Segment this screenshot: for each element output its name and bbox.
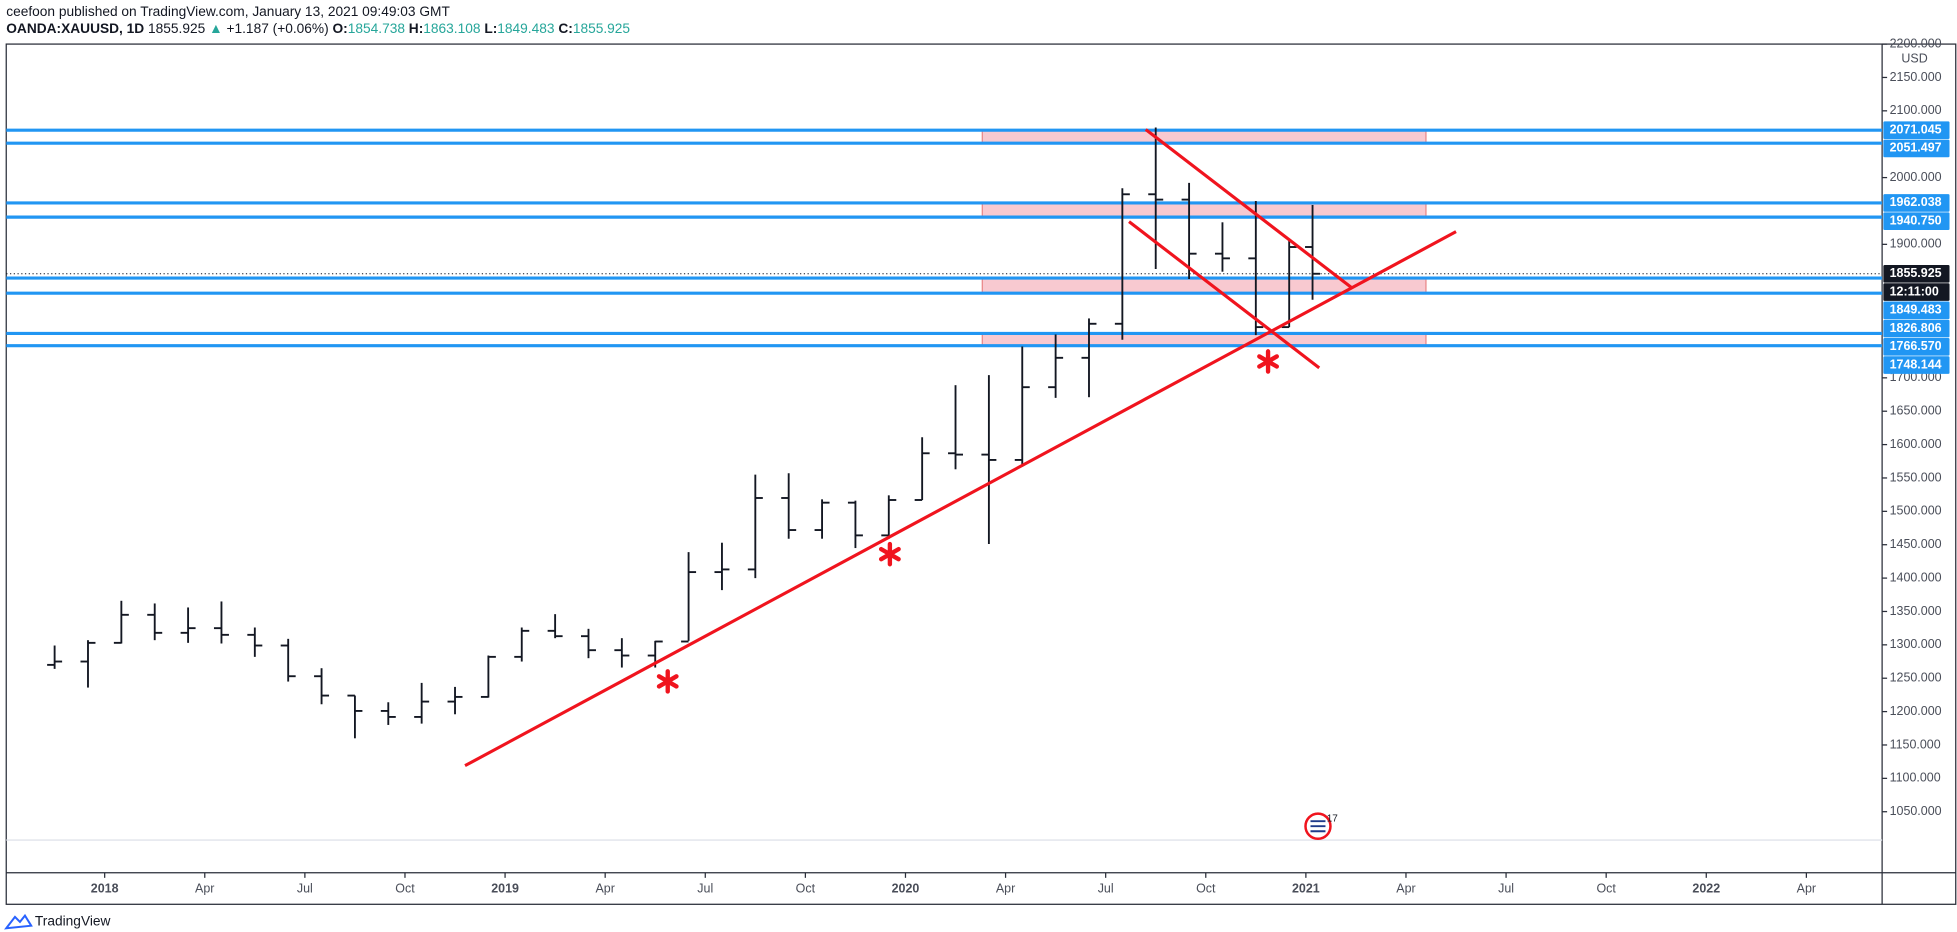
- x-tick-label: 2021: [1292, 881, 1320, 895]
- byline: ceefoon published on TradingView.com, Ja…: [6, 4, 450, 19]
- y-tick-label: 1550.000: [1890, 470, 1942, 484]
- currency: USD: [1901, 51, 1927, 65]
- ohlc-key: C:: [558, 21, 572, 36]
- y-tick-label: 2150.000: [1890, 70, 1942, 84]
- x-tick-label: Oct: [796, 881, 816, 895]
- change: +1.187 (+0.06%): [226, 21, 328, 36]
- ohlc-key: H:: [409, 21, 423, 36]
- y-axis: 2200.000 2150.000 2100.000 2000.000 1900.000…: [1882, 36, 1942, 818]
- x-tick-label: Apr: [996, 881, 1015, 895]
- change-arrow: ▲: [209, 21, 223, 36]
- y-tick-label: 1400.000: [1890, 570, 1942, 584]
- y-tick-label: 1650.000: [1890, 403, 1942, 417]
- ohlc-key: O:: [333, 21, 348, 36]
- trend-lines: [464, 128, 1457, 768]
- x-tick-label: Apr: [195, 881, 214, 895]
- level-label: 1766.570: [1890, 339, 1942, 353]
- zone: [981, 129, 1427, 144]
- frame: [5, 43, 1957, 905]
- y-tick-label: 1600.000: [1890, 437, 1942, 451]
- x-tick-label: Jul: [297, 881, 313, 895]
- x-tick-label: Jul: [697, 881, 713, 895]
- level-label: 2051.497: [1890, 141, 1942, 155]
- level-label-bg: [1883, 212, 1950, 231]
- logo-icon: [4, 913, 33, 930]
- last-price: 1855.925: [148, 21, 206, 36]
- zone: [981, 332, 1427, 347]
- star: [1257, 349, 1279, 374]
- x-tick-label: 2020: [892, 881, 920, 895]
- x-tick-label: Oct: [395, 881, 415, 895]
- symbol-line: OANDA:XAUUSD, 1D 1855.925 ▲ +1.187 (+0.0…: [6, 21, 630, 36]
- symbol: OANDA:XAUUSD, 1D: [6, 21, 144, 36]
- levels: [6, 128, 1883, 348]
- y-tick-label: 1200.000: [1890, 704, 1942, 718]
- tv-logo: TradingView: [4, 913, 111, 930]
- y-tick-label: 2100.000: [1890, 103, 1942, 117]
- level-label: 1849.483: [1890, 303, 1942, 317]
- y-tick-label: 1250.000: [1890, 671, 1942, 685]
- zone: [981, 202, 1427, 218]
- x-tick-label: Jul: [1498, 881, 1514, 895]
- level-label: 1826.806: [1890, 321, 1942, 335]
- price-labels: 2071.045 2051.497 1962.038 1940.750 1855.925…: [1883, 121, 1950, 374]
- trend-line: [1144, 128, 1354, 290]
- level-label-bg: [1883, 194, 1950, 212]
- x-tick-label: Apr: [1797, 881, 1816, 895]
- brand: TradingView: [35, 914, 111, 929]
- x-tick-label: Jul: [1098, 881, 1114, 895]
- ohlc-value: 1854.738: [348, 21, 406, 36]
- y-tick-label: 1150.000: [1890, 737, 1941, 751]
- last-price-label-bg: [1883, 264, 1950, 283]
- annotation-stars: [656, 349, 1279, 694]
- y-tick-label: 1450.000: [1890, 537, 1942, 551]
- x-tick-label: Oct: [1596, 881, 1616, 895]
- y-tick-label: 1350.000: [1890, 604, 1942, 618]
- level-label-bg: [1883, 356, 1950, 374]
- y-tick-label: 1300.000: [1890, 637, 1942, 651]
- level-label-bg: [1883, 139, 1950, 158]
- level-label: 2071.045: [1890, 122, 1942, 136]
- level-label: 1748.144: [1890, 357, 1942, 371]
- event-badge: 17: [1327, 813, 1339, 824]
- chart-border: [5, 43, 1957, 905]
- y-tick-label: 2200.000: [1890, 36, 1942, 50]
- ohlc-value: 1849.483: [497, 21, 555, 36]
- y-tick-label: 1900.000: [1890, 237, 1942, 251]
- ohlc-key: L:: [484, 21, 497, 36]
- level-label-bg: [1883, 121, 1950, 139]
- level-label-bg: [1883, 319, 1950, 338]
- ohlc-value: 1855.925: [573, 21, 631, 36]
- level-label-bg: [1883, 337, 1950, 356]
- ohlc-value: 1863.108: [423, 21, 481, 36]
- x-tick-label: Apr: [1396, 881, 1415, 895]
- countdown-label: 12:11:00: [1890, 284, 1939, 298]
- x-tick-label: 2022: [1692, 881, 1720, 895]
- flag: [1310, 820, 1326, 833]
- level-label-bg: [1883, 301, 1950, 320]
- y-tick-label: 1100.000: [1890, 771, 1941, 785]
- star: [656, 669, 679, 694]
- last-price-label: 1855.925: [1890, 266, 1942, 280]
- x-axis: 2018 Apr Jul Oct 2019 Apr Jul Oct 2020 Apr Jul Oct 2…: [91, 872, 1816, 896]
- star: [878, 541, 901, 567]
- level-label: 1962.038: [1890, 195, 1942, 209]
- y-tick-label: 1050.000: [1890, 804, 1942, 818]
- x-tick-label: 2018: [91, 881, 119, 895]
- zones: [981, 129, 1427, 347]
- countdown-label-bg: [1883, 283, 1950, 301]
- x-tick-label: 2019: [491, 881, 519, 895]
- event-marker: 17: [1304, 812, 1339, 841]
- trend-line: [1128, 220, 1321, 370]
- y-tick-label: 2000.000: [1890, 170, 1942, 184]
- level-label: 1940.750: [1890, 213, 1942, 227]
- trend-line: [464, 230, 1457, 768]
- y-tick-label: 1500.000: [1890, 504, 1942, 518]
- x-tick-label: Apr: [595, 881, 614, 895]
- x-tick-label: Oct: [1196, 881, 1216, 895]
